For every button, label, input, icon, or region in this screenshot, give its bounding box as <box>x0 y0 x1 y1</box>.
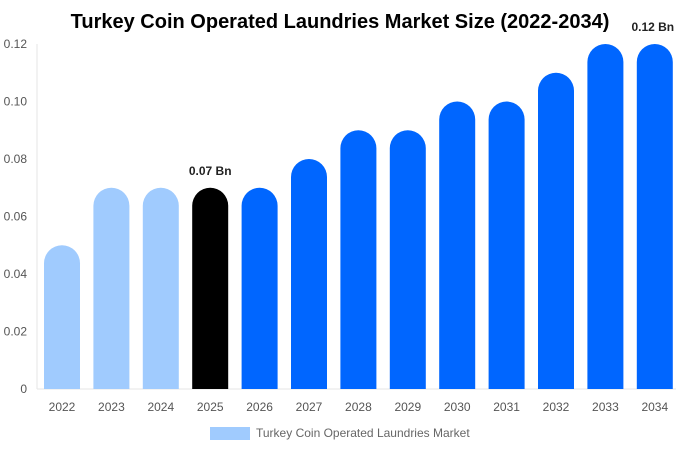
x-tick-label: 2033 <box>592 400 619 414</box>
bar-2032[interactable] <box>538 72 574 389</box>
bar-2026[interactable] <box>241 187 278 389</box>
bar-2024[interactable] <box>142 187 179 389</box>
x-tick-label: 2023 <box>98 400 125 414</box>
bar-2030[interactable] <box>439 101 476 390</box>
x-tick-label: 2024 <box>147 400 174 414</box>
y-tick-label: 0.10 <box>4 95 28 109</box>
data-label: 0.12 Bn <box>631 20 674 34</box>
x-tick-label: 2022 <box>49 400 76 414</box>
bar-2034[interactable] <box>636 44 673 389</box>
y-tick-label: 0.12 <box>4 37 28 51</box>
x-tick-label: 2026 <box>246 400 273 414</box>
x-tick-label: 2034 <box>641 400 668 414</box>
legend-swatch <box>210 427 250 440</box>
legend-label[interactable]: Turkey Coin Operated Laundries Market <box>256 426 470 440</box>
y-tick-label: 0.08 <box>4 152 28 166</box>
y-tick-label: 0.02 <box>4 325 28 339</box>
bar-2029[interactable] <box>389 130 426 390</box>
x-tick-label: 2028 <box>345 400 372 414</box>
bar-2027[interactable] <box>291 159 327 389</box>
x-tick-label: 2029 <box>394 400 421 414</box>
bar-2023[interactable] <box>93 187 130 389</box>
bar-2022[interactable] <box>44 245 80 389</box>
x-tick-label: 2027 <box>296 400 323 414</box>
data-label: 0.07 Bn <box>189 164 232 178</box>
x-tick-label: 2032 <box>543 400 570 414</box>
chart-title: Turkey Coin Operated Laundries Market Si… <box>71 11 610 33</box>
bar-2028[interactable] <box>340 130 377 390</box>
x-tick-label: 2025 <box>197 400 224 414</box>
y-tick-label: 0.04 <box>4 267 28 281</box>
x-tick-label: 2031 <box>493 400 520 414</box>
x-tick-label: 2030 <box>444 400 471 414</box>
y-tick-label: 0 <box>20 382 27 396</box>
y-tick-label: 0.06 <box>4 210 28 224</box>
bar-2033[interactable] <box>587 44 624 389</box>
bar-2025[interactable] <box>192 187 229 389</box>
bar-2031[interactable] <box>488 101 525 390</box>
